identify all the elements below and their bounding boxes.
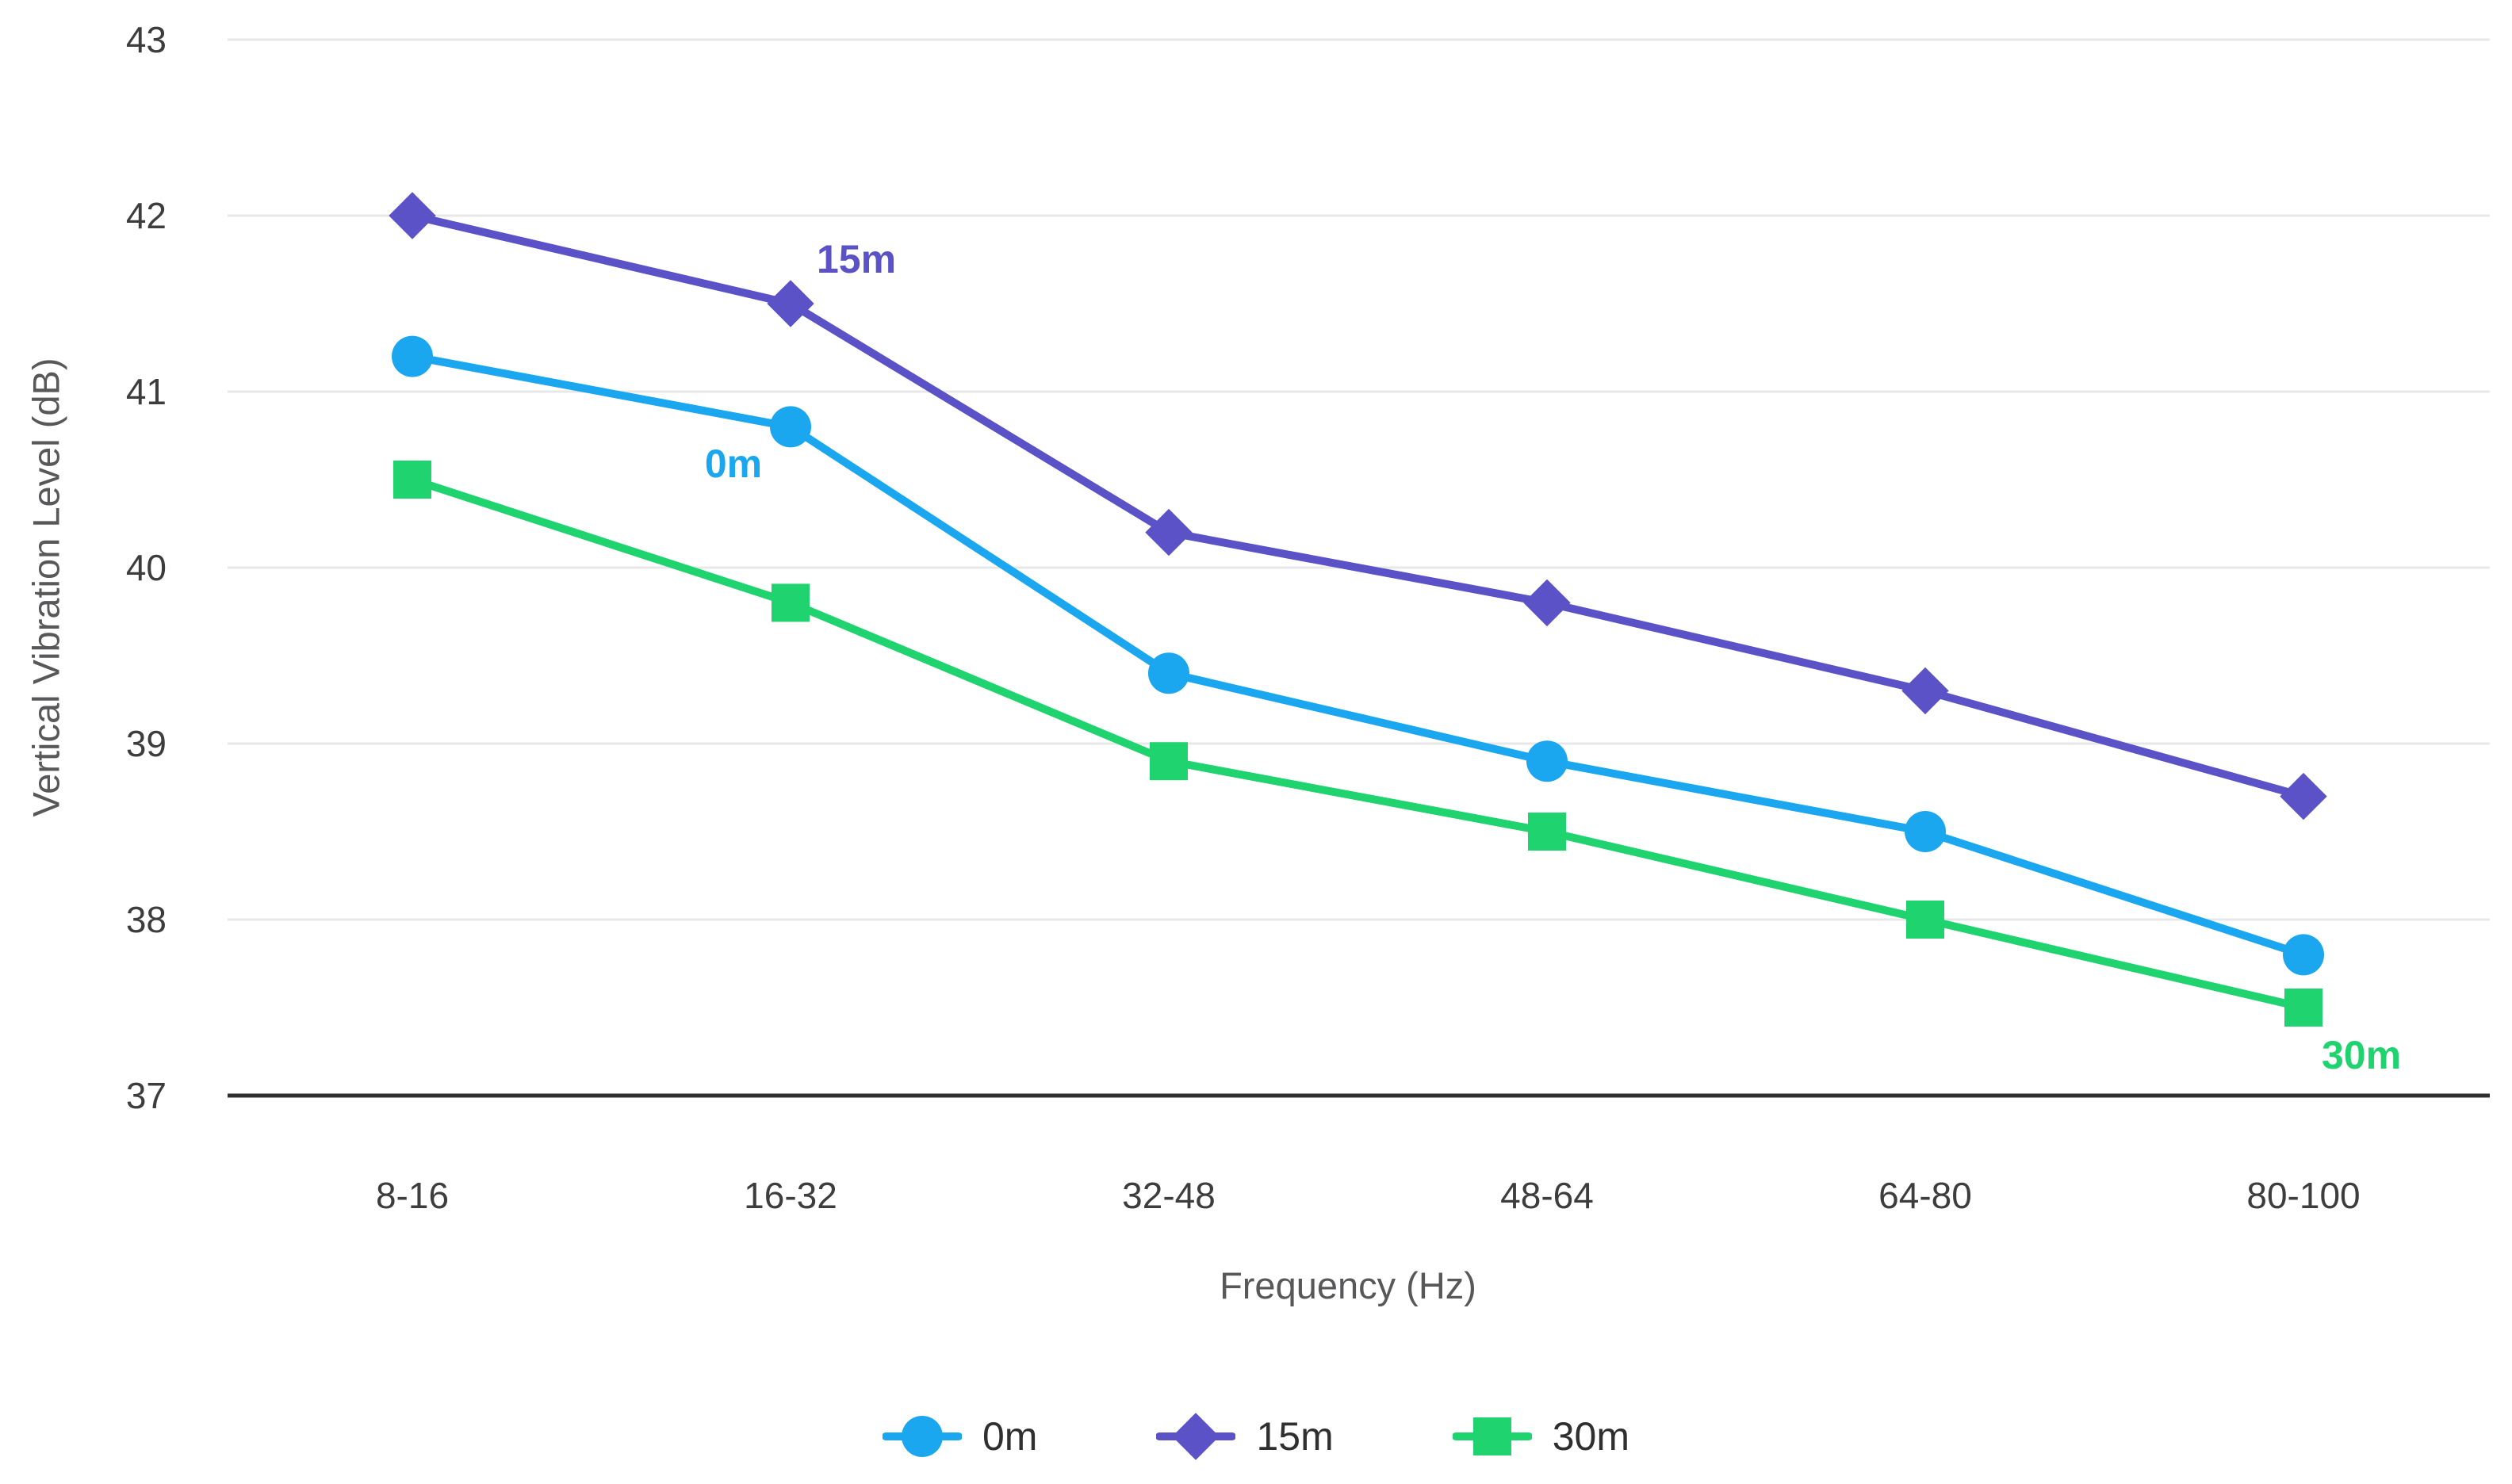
x-tick-label: 64-80 [1878, 1175, 1972, 1216]
data-point-marker [1150, 742, 1188, 781]
data-point-marker [2283, 934, 2324, 976]
series-30m [393, 461, 2322, 1027]
square-legend-marker-icon [1452, 1417, 1532, 1455]
data-point-marker [772, 583, 810, 622]
y-tick-label: 37 [126, 1075, 167, 1116]
series-label-30m: 30m [2322, 1033, 2401, 1077]
series-line-0m [408, 352, 2307, 959]
x-tick-label: 48-64 [1500, 1175, 1594, 1216]
legend: 0m 15m 30m [0, 1389, 2512, 1484]
data-point-marker [1901, 667, 1949, 715]
circle-legend-marker-icon [883, 1416, 962, 1457]
legend-marker-shape [902, 1416, 943, 1457]
x-tick-label: 8-16 [376, 1175, 449, 1216]
y-tick-label: 41 [126, 371, 167, 412]
y-tick-label: 39 [126, 723, 167, 764]
data-point-marker [389, 192, 436, 239]
data-point-marker [2280, 772, 2327, 820]
legend-item-30m[interactable]: 30m [1452, 1411, 1629, 1462]
legend-marker-shape [1472, 1417, 1511, 1455]
data-point-marker [1145, 508, 1193, 556]
legend-item-label: 30m [1552, 1414, 1629, 1459]
data-point-marker [1523, 579, 1571, 627]
legend-item-label: 0m [982, 1414, 1038, 1459]
data-point-marker [1526, 740, 1568, 782]
series-label-0m: 0m [705, 442, 762, 486]
data-point-marker [2284, 989, 2322, 1027]
y-tick-label: 43 [126, 19, 167, 60]
series-15m [389, 192, 2327, 820]
data-point-marker [1905, 811, 1946, 852]
x-axis-title: Frequency (Hz) [1220, 1264, 1476, 1306]
legend-item-label: 15m [1256, 1414, 1334, 1459]
data-point-marker [1528, 813, 1566, 851]
y-tick-label: 40 [126, 547, 167, 588]
plot-area: 43 42 41 40 39 38 37 8-16 16-32 32-48 48-64 64-80 80… [126, 19, 2490, 1216]
series-label-15m: 15m [817, 237, 896, 281]
y-axis-title: Vertical Vibration Level (dB) [25, 358, 67, 817]
series-line-15m [408, 212, 2307, 801]
legend-item-15m[interactable]: 15m [1156, 1411, 1334, 1462]
data-point-marker [392, 335, 433, 377]
data-point-marker [767, 280, 814, 327]
data-point-marker [1148, 652, 1189, 694]
data-point-marker [393, 461, 431, 499]
series-0m [392, 335, 2324, 976]
data-point-marker [1906, 901, 1944, 939]
y-tick-label: 38 [126, 899, 167, 940]
x-tick-label: 32-48 [1122, 1175, 1216, 1216]
x-tick-label: 80-100 [2246, 1175, 2360, 1216]
y-tick-label: 42 [126, 195, 167, 236]
series-line-30m [408, 476, 2307, 1012]
x-tick-label: 16-32 [744, 1175, 837, 1216]
diamond-legend-marker-icon [1156, 1413, 1236, 1460]
legend-marker-shape [1172, 1413, 1220, 1460]
legend-item-0m[interactable]: 0m [883, 1411, 1037, 1462]
data-point-marker [770, 406, 811, 448]
